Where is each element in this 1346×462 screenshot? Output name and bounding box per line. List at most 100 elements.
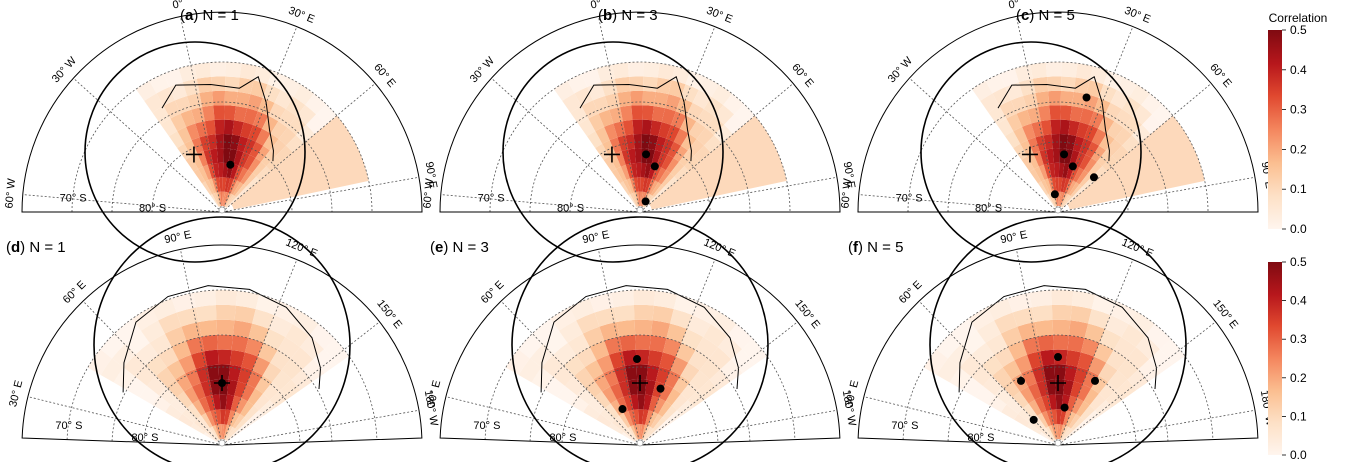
longitude-label: 30° E xyxy=(287,5,317,26)
heat-cell xyxy=(583,404,601,420)
heat-cell xyxy=(676,400,694,416)
heat-cell xyxy=(195,305,217,322)
map-frame xyxy=(21,244,423,446)
longitude-line xyxy=(909,77,1059,213)
heat-cell xyxy=(228,179,238,194)
heat-cell xyxy=(576,312,600,334)
heat-cell xyxy=(642,105,654,121)
heat-cell xyxy=(158,346,179,368)
longitude-label: 60° E xyxy=(61,279,89,306)
heat-cell xyxy=(1091,128,1107,146)
heat-cell xyxy=(170,397,188,414)
heat-cell xyxy=(644,178,652,193)
correlation-heatmap xyxy=(87,290,349,442)
heat-cell xyxy=(1046,148,1055,164)
heat-cell xyxy=(1073,366,1089,385)
heat-cell xyxy=(1052,319,1071,336)
heat-cell xyxy=(215,290,238,306)
heat-cell xyxy=(1037,334,1054,352)
colorbar-tick-label: 0.1 xyxy=(1290,409,1307,423)
sensor-location xyxy=(1029,415,1038,424)
heat-cell xyxy=(1108,370,1128,390)
heat-cell xyxy=(1067,115,1205,210)
heat-cell xyxy=(1048,162,1056,178)
heat-cell xyxy=(234,106,248,123)
heat-cell xyxy=(223,424,230,440)
longitude-line xyxy=(1016,249,1059,446)
heat-cell xyxy=(1028,399,1042,416)
heat-cell xyxy=(1055,379,1065,395)
heat-cell xyxy=(220,191,223,207)
heat-cell xyxy=(178,354,196,374)
heat-cell xyxy=(217,349,232,365)
heat-cell xyxy=(209,62,226,77)
heat-cell xyxy=(1073,167,1084,183)
latitude-label: 80° S xyxy=(975,202,1002,214)
heat-cell xyxy=(158,386,177,405)
heat-cell xyxy=(205,179,215,195)
heat-cell xyxy=(1106,121,1124,140)
heat-cell xyxy=(191,351,208,369)
heat-cell xyxy=(1013,126,1028,144)
heat-cell xyxy=(255,375,273,394)
heat-cell xyxy=(637,394,646,410)
heat-cell xyxy=(630,425,639,440)
heat-cell xyxy=(1051,177,1057,192)
heat-cell xyxy=(205,429,218,442)
heat-cell xyxy=(1059,119,1071,135)
heat-cell xyxy=(1043,163,1052,179)
heat-cell xyxy=(1056,409,1062,425)
heat-cell xyxy=(613,305,635,322)
heat-cell xyxy=(661,108,676,125)
heat-cell xyxy=(247,94,263,112)
heat-cell xyxy=(1066,134,1077,151)
heat-cell xyxy=(644,197,656,209)
sensor-location xyxy=(656,384,665,393)
latitude-line xyxy=(111,101,333,213)
heat-cell xyxy=(228,364,242,382)
heat-cell xyxy=(201,413,213,428)
heat-cell xyxy=(1027,107,1041,124)
heat-cell xyxy=(664,176,678,190)
heat-cell xyxy=(1098,84,1117,103)
heat-cell xyxy=(1018,408,1034,423)
heat-cell xyxy=(1012,391,1029,409)
longitude-label: 60° W xyxy=(3,177,18,209)
longitude-line xyxy=(863,396,1059,446)
heat-cell xyxy=(680,84,699,103)
heat-cell xyxy=(574,87,593,106)
heat-cell xyxy=(623,179,633,195)
map-panels: 60° W 30° W 0° 30° E 60° E 90° E 70° S 80° S (a)… xyxy=(3,0,1276,462)
heat-cell xyxy=(232,414,245,429)
heat-cell xyxy=(1035,135,1047,152)
longitude-line xyxy=(1057,321,1216,446)
sensor-location xyxy=(650,162,659,171)
correlation-heatmap xyxy=(135,62,369,210)
heat-cell xyxy=(270,121,288,140)
heat-cell xyxy=(589,340,610,361)
heat-cell xyxy=(1091,375,1109,394)
heat-cell xyxy=(1027,137,1040,154)
longitude-line xyxy=(440,194,641,213)
colorbar-gradient xyxy=(1268,262,1282,455)
heat-cell xyxy=(211,76,226,92)
heat-cell xyxy=(237,366,253,385)
latitude-label: 70° S xyxy=(473,420,500,432)
longitude-label: 0° xyxy=(1008,0,1021,12)
heat-cell xyxy=(616,319,636,337)
heat-cell xyxy=(999,100,1017,119)
heat-cell xyxy=(253,393,270,411)
map-frame xyxy=(439,11,841,213)
heat-cell xyxy=(711,84,733,105)
heat-cell xyxy=(1063,410,1072,426)
heat-cell xyxy=(1068,182,1080,196)
heat-cell xyxy=(574,367,594,387)
heat-cell xyxy=(230,180,241,195)
heat-cell xyxy=(135,342,159,366)
heat-cell xyxy=(959,354,982,377)
heat-cell xyxy=(263,329,286,350)
heat-cell xyxy=(243,108,258,125)
heat-cell xyxy=(233,150,244,166)
heat-cell xyxy=(1129,84,1151,105)
heat-cell xyxy=(988,395,1007,413)
